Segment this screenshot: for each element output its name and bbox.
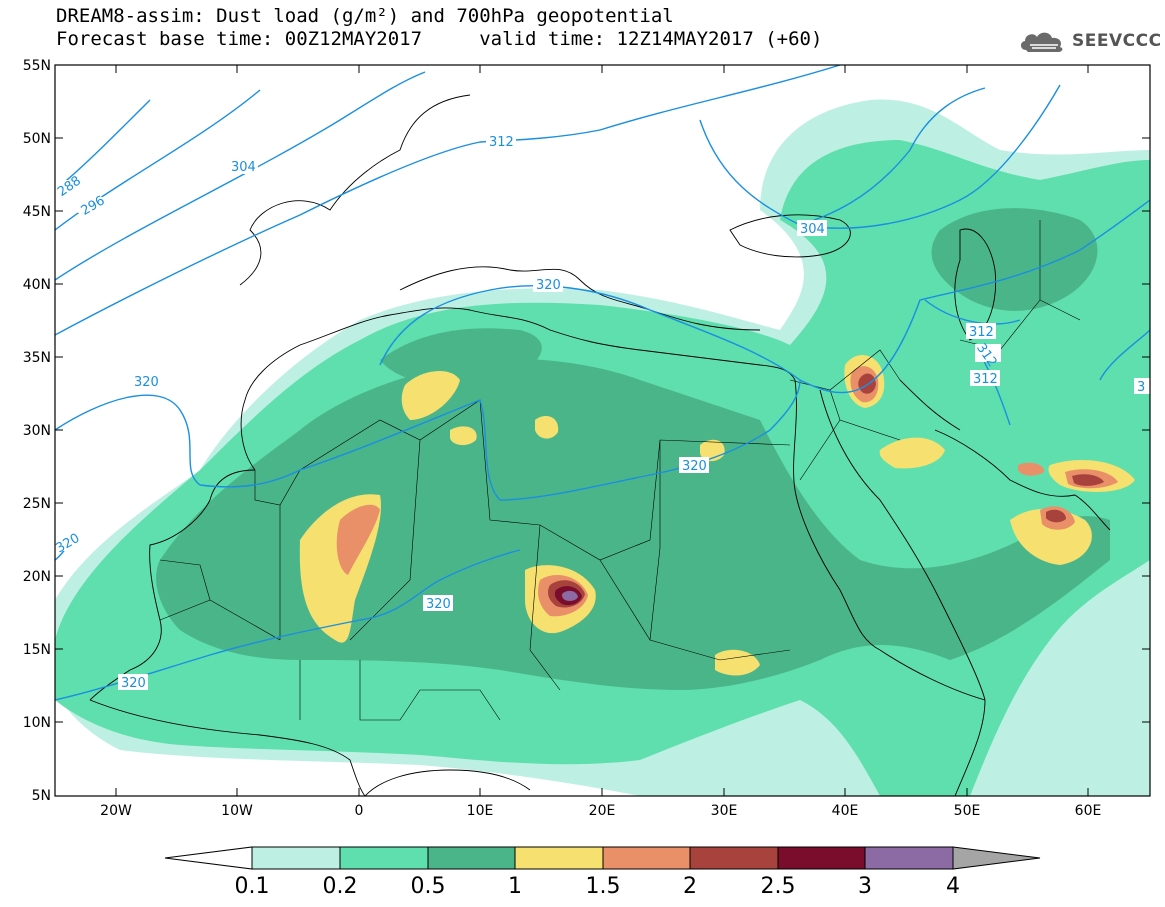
colorbar-tick: 0.2	[323, 874, 358, 899]
colorbar	[164, 846, 1041, 870]
lat-label: 20N	[23, 569, 51, 585]
lon-label: 50E	[954, 803, 981, 819]
border-3	[159, 559, 501, 721]
logo-text: SEEVCCC	[1072, 31, 1162, 51]
colorbar-segment	[339, 846, 429, 870]
contour-304-east	[799, 87, 986, 226]
colorbar-tick: 1.5	[586, 874, 621, 899]
cloud-icon	[1020, 32, 1063, 52]
contour-labels: 288 296 304 312 320 320 320 320 320 320 …	[53, 133, 1150, 691]
colorbar-segment	[689, 846, 779, 870]
border-1	[254, 399, 791, 691]
lat-label: 15N	[23, 642, 51, 658]
contour-label: 320	[134, 375, 159, 390]
contour-312-west	[55, 65, 841, 336]
colorbar-segment	[602, 846, 691, 870]
dust-band-1.5a	[336, 504, 380, 575]
colorbar-low-arrow	[164, 846, 253, 870]
contour-label: 312	[969, 325, 994, 340]
contour-320-south	[55, 549, 521, 701]
dust-band-1i	[535, 416, 559, 439]
seevccc-logo: SEEVCCC	[1018, 28, 1162, 54]
contour-312-east	[699, 84, 1150, 426]
colorbar-segment	[777, 846, 866, 870]
lat-label: 35N	[23, 350, 51, 366]
dust-band-1c	[401, 370, 460, 420]
dust-band-2d	[1072, 474, 1104, 486]
lon-label: 10W	[221, 803, 253, 819]
lat-label: 45N	[23, 204, 51, 220]
lon-label: 20E	[589, 803, 616, 819]
lon-label: 60E	[1075, 803, 1102, 819]
lat-label: 10N	[23, 715, 51, 731]
colorbar-tick: 0.5	[411, 874, 446, 899]
contour-label: 312	[489, 135, 514, 150]
dust-band-2b	[858, 373, 876, 394]
colorbar-labels: 0.1 0.2 0.5 1 1.5 2 2.5 3 4	[235, 874, 961, 899]
coast-gulfguinea	[364, 769, 531, 796]
latitude-labels: 55N 50N 45N 40N 35N 30N 25N 20N 15N 10N …	[23, 58, 51, 804]
contour-label: 3	[1137, 380, 1145, 395]
colorbar-high-arrow	[952, 846, 1041, 870]
dust-band-1.5f	[1018, 462, 1045, 476]
lat-label: 50N	[23, 131, 51, 147]
lat-label: 55N	[23, 58, 51, 74]
colorbar-tick: 1	[508, 874, 522, 899]
contour-304	[55, 71, 426, 281]
colorbar-segment	[251, 846, 341, 870]
lat-label: 30N	[23, 423, 51, 439]
contour-label: 320	[121, 676, 146, 691]
colorbar-tick: 3	[858, 874, 872, 899]
contour-label: 304	[800, 222, 825, 237]
dust-band-1f	[879, 437, 945, 469]
contour-label: 304	[231, 160, 256, 175]
contour-label: 320	[536, 278, 561, 293]
coast-redsea	[793, 379, 986, 701]
coast-hornafrica	[879, 649, 986, 796]
colorbar-tick: 4	[946, 874, 960, 899]
lon-label: 40E	[832, 803, 859, 819]
dust-band-0.5c	[380, 328, 542, 385]
lon-label: 30E	[711, 803, 738, 819]
map-title: DREAM8-assim: Dust load (g/m²) and 700hP…	[56, 5, 674, 27]
colorbar-segment	[427, 846, 516, 870]
coast-caspian	[954, 228, 997, 341]
coast-europe	[239, 94, 761, 331]
border-2	[789, 220, 1081, 481]
colorbar-segment	[864, 846, 954, 870]
coast-blacksea	[729, 214, 851, 258]
lat-label: 40N	[23, 277, 51, 293]
coast-africa-west	[89, 307, 796, 701]
contour-label: 312	[973, 372, 998, 387]
coast-africa-south	[89, 699, 366, 796]
dust-band-0.5a	[156, 358, 1110, 690]
lon-label: 10E	[467, 803, 494, 819]
dust-band-2c	[1046, 509, 1066, 523]
forecast-time-line: Forecast base time: 00Z12MAY2017 valid t…	[56, 28, 823, 50]
border-layer	[159, 220, 1081, 721]
dust-layer	[55, 99, 1150, 796]
axis-ticks	[55, 64, 1150, 796]
contour-label: 320	[682, 459, 707, 474]
lat-label: 5N	[32, 788, 51, 804]
coastline-layer	[89, 94, 1111, 796]
contour-label: 320	[426, 597, 451, 612]
colorbar-segment	[514, 846, 604, 870]
lon-label: 0	[355, 803, 364, 819]
lat-label: 25N	[23, 496, 51, 512]
dust-band-0.5b	[931, 208, 1098, 311]
dust-band-1j	[450, 426, 477, 446]
colorbar-tick: 2.5	[761, 874, 796, 899]
contour-label: 320	[53, 531, 82, 556]
lon-label: 20W	[100, 803, 132, 819]
colorbar-tick: 0.1	[235, 874, 270, 899]
longitude-labels: 20W 10W 0 10E 20E 30E 40E 50E 60E	[100, 803, 1101, 819]
geopotential-contours	[55, 65, 1150, 701]
dust-band-1h	[715, 649, 760, 676]
coast-gulf	[899, 379, 1111, 531]
colorbar-tick: 2	[683, 874, 697, 899]
dust-band-3	[561, 590, 578, 601]
